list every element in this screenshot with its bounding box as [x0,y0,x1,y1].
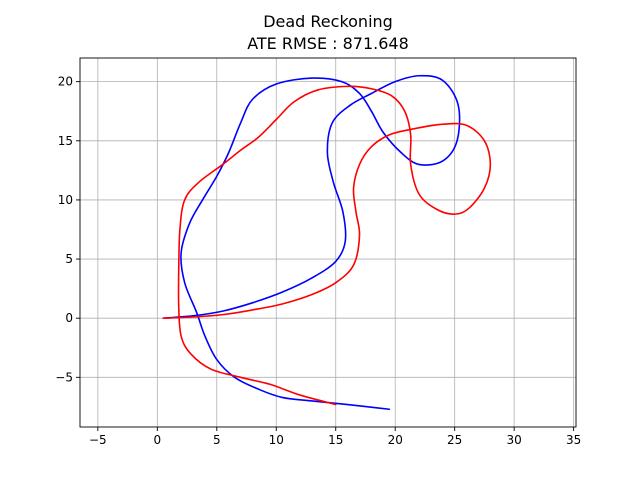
y-tick-label: 0 [65,311,73,325]
y-tick-label: 5 [65,252,73,266]
x-tick-label: 0 [153,433,161,447]
y-tick-label: −5 [55,370,73,384]
series-line-1 [162,74,461,411]
y-tick-label: 20 [58,75,73,89]
x-tick-label: 20 [388,433,403,447]
x-tick-label: 25 [447,433,462,447]
series-line-2 [162,85,492,406]
axes-frame [79,57,577,428]
x-tick-label: 15 [328,433,343,447]
chart-subtitle: ATE RMSE : 871.648 [247,34,409,53]
y-tick-label: 10 [58,193,73,207]
x-tick-label: 35 [566,433,581,447]
y-tick-label: 15 [58,134,73,148]
x-tick-label: 30 [507,433,522,447]
x-tick-label: −5 [89,433,107,447]
x-tick-label: 5 [213,433,221,447]
x-tick-label: 10 [269,433,284,447]
chart-title: Dead Reckoning [263,12,393,31]
